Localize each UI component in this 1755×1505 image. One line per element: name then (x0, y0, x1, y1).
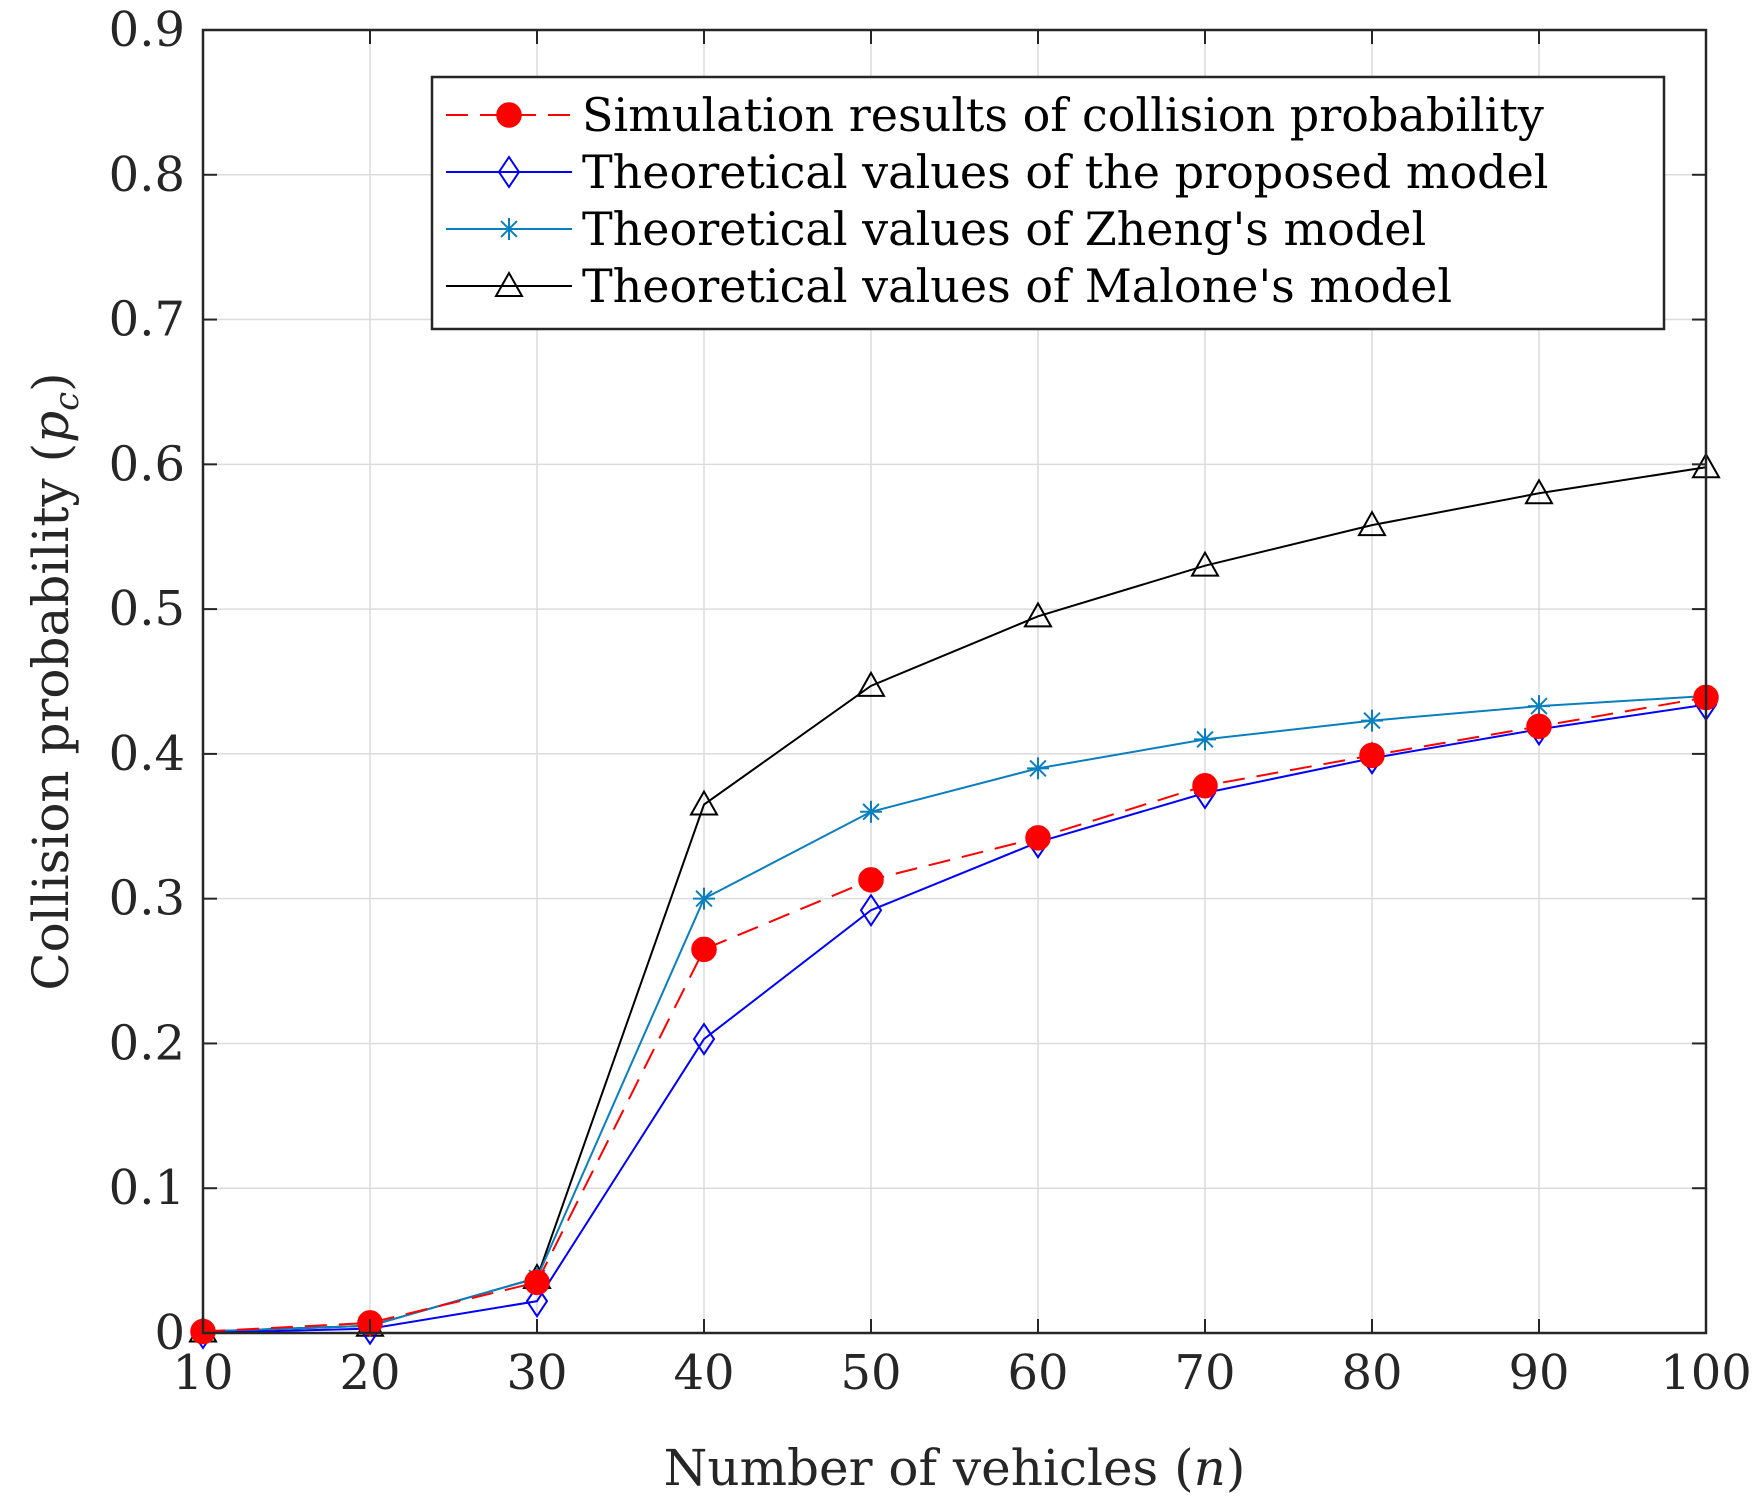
x-tick-label: 80 (1341, 1345, 1402, 1401)
series-line (202, 696, 1707, 1333)
legend-item: Theoretical values of Zheng's model (446, 202, 1426, 256)
y-axis-label-text: Collision probability (22, 478, 80, 991)
axis-labels: Number of vehicles (n) Collision probabi… (22, 372, 1245, 1497)
x-tick-label: 20 (339, 1345, 400, 1401)
legend: Simulation results of collision probabil… (430, 75, 1666, 331)
data-point (693, 887, 715, 910)
data-point (860, 800, 882, 823)
legend-box (430, 75, 1666, 331)
data-point (856, 670, 886, 697)
data-point (1361, 709, 1383, 732)
data-point (524, 1269, 550, 1296)
x-tick-label: 100 (1660, 1345, 1752, 1401)
series-line (202, 703, 1707, 1334)
legend-item: Theoretical values of the proposed model (446, 145, 1549, 199)
legend-item: Simulation results of collision probabil… (446, 88, 1544, 142)
data-point (1524, 478, 1554, 505)
data-point (1025, 825, 1051, 851)
x-tick-label: 70 (1174, 1345, 1235, 1401)
data-point (1192, 772, 1218, 799)
data-point (1526, 713, 1552, 740)
legend-marker (494, 270, 524, 297)
x-tick-label: 40 (673, 1345, 734, 1401)
data-point (1027, 757, 1049, 780)
y-tick-label: 0.4 (109, 726, 185, 782)
x-tick-label: 60 (1007, 1345, 1068, 1401)
x-tick-label: 50 (840, 1345, 901, 1401)
data-point (689, 789, 719, 816)
x-axis-label: Number of vehicles (n) (664, 1439, 1246, 1497)
y-axis-variable-subscript: c (47, 392, 87, 411)
x-tick-label: 30 (506, 1345, 567, 1401)
y-tick-label: 0 (154, 1305, 185, 1361)
y-tick-label: 0.5 (109, 581, 185, 637)
data-point (1194, 728, 1216, 751)
y-axis-variable: p (22, 411, 80, 443)
y-tick-label: 0.2 (109, 1015, 185, 1071)
y-tick-label: 0.1 (109, 1160, 185, 1216)
data-point (691, 936, 717, 963)
legend-label: Theoretical values of Malone's model (582, 259, 1452, 313)
legend-marker (498, 218, 520, 240)
ticks: 10 20 30 40 50 60 70 80 90 100 0 0.1 0.2 0.3 0.4 0.5 0.6… (109, 2, 1752, 1401)
y-tick-label: 0.3 (109, 871, 185, 927)
y-axis-label: Collision probability (pc) (22, 372, 87, 990)
x-tick-label: 90 (1508, 1345, 1569, 1401)
legend-label: Theoretical values of Zheng's model (582, 202, 1426, 256)
legend-label: Simulation results of collision probabil… (582, 88, 1544, 142)
data-point (692, 1022, 716, 1056)
data-point (1023, 601, 1053, 628)
data-point (858, 867, 884, 893)
y-tick-label: 0.9 (109, 2, 185, 58)
data-point (1190, 550, 1220, 577)
data-point (859, 893, 883, 928)
legend-label: Theoretical values of the proposed model (582, 145, 1549, 199)
legend-item: Theoretical values of Malone's model (446, 259, 1452, 313)
y-tick-label: 0.8 (109, 147, 185, 203)
legend-marker (496, 102, 522, 128)
y-tick-label: 0.6 (109, 436, 185, 492)
series-0 (190, 684, 1719, 1345)
plot-frame (201, 28, 1708, 1335)
x-axis-variable: n (1194, 1439, 1226, 1497)
legend-marker (497, 155, 521, 189)
data-point (1357, 510, 1387, 537)
data-point (1359, 742, 1385, 769)
y-tick-label: 0.7 (109, 292, 185, 348)
data-point (525, 1284, 549, 1318)
x-axis-label-text: Number of vehicles (664, 1439, 1159, 1497)
x-tick-label: 10 (172, 1345, 233, 1401)
